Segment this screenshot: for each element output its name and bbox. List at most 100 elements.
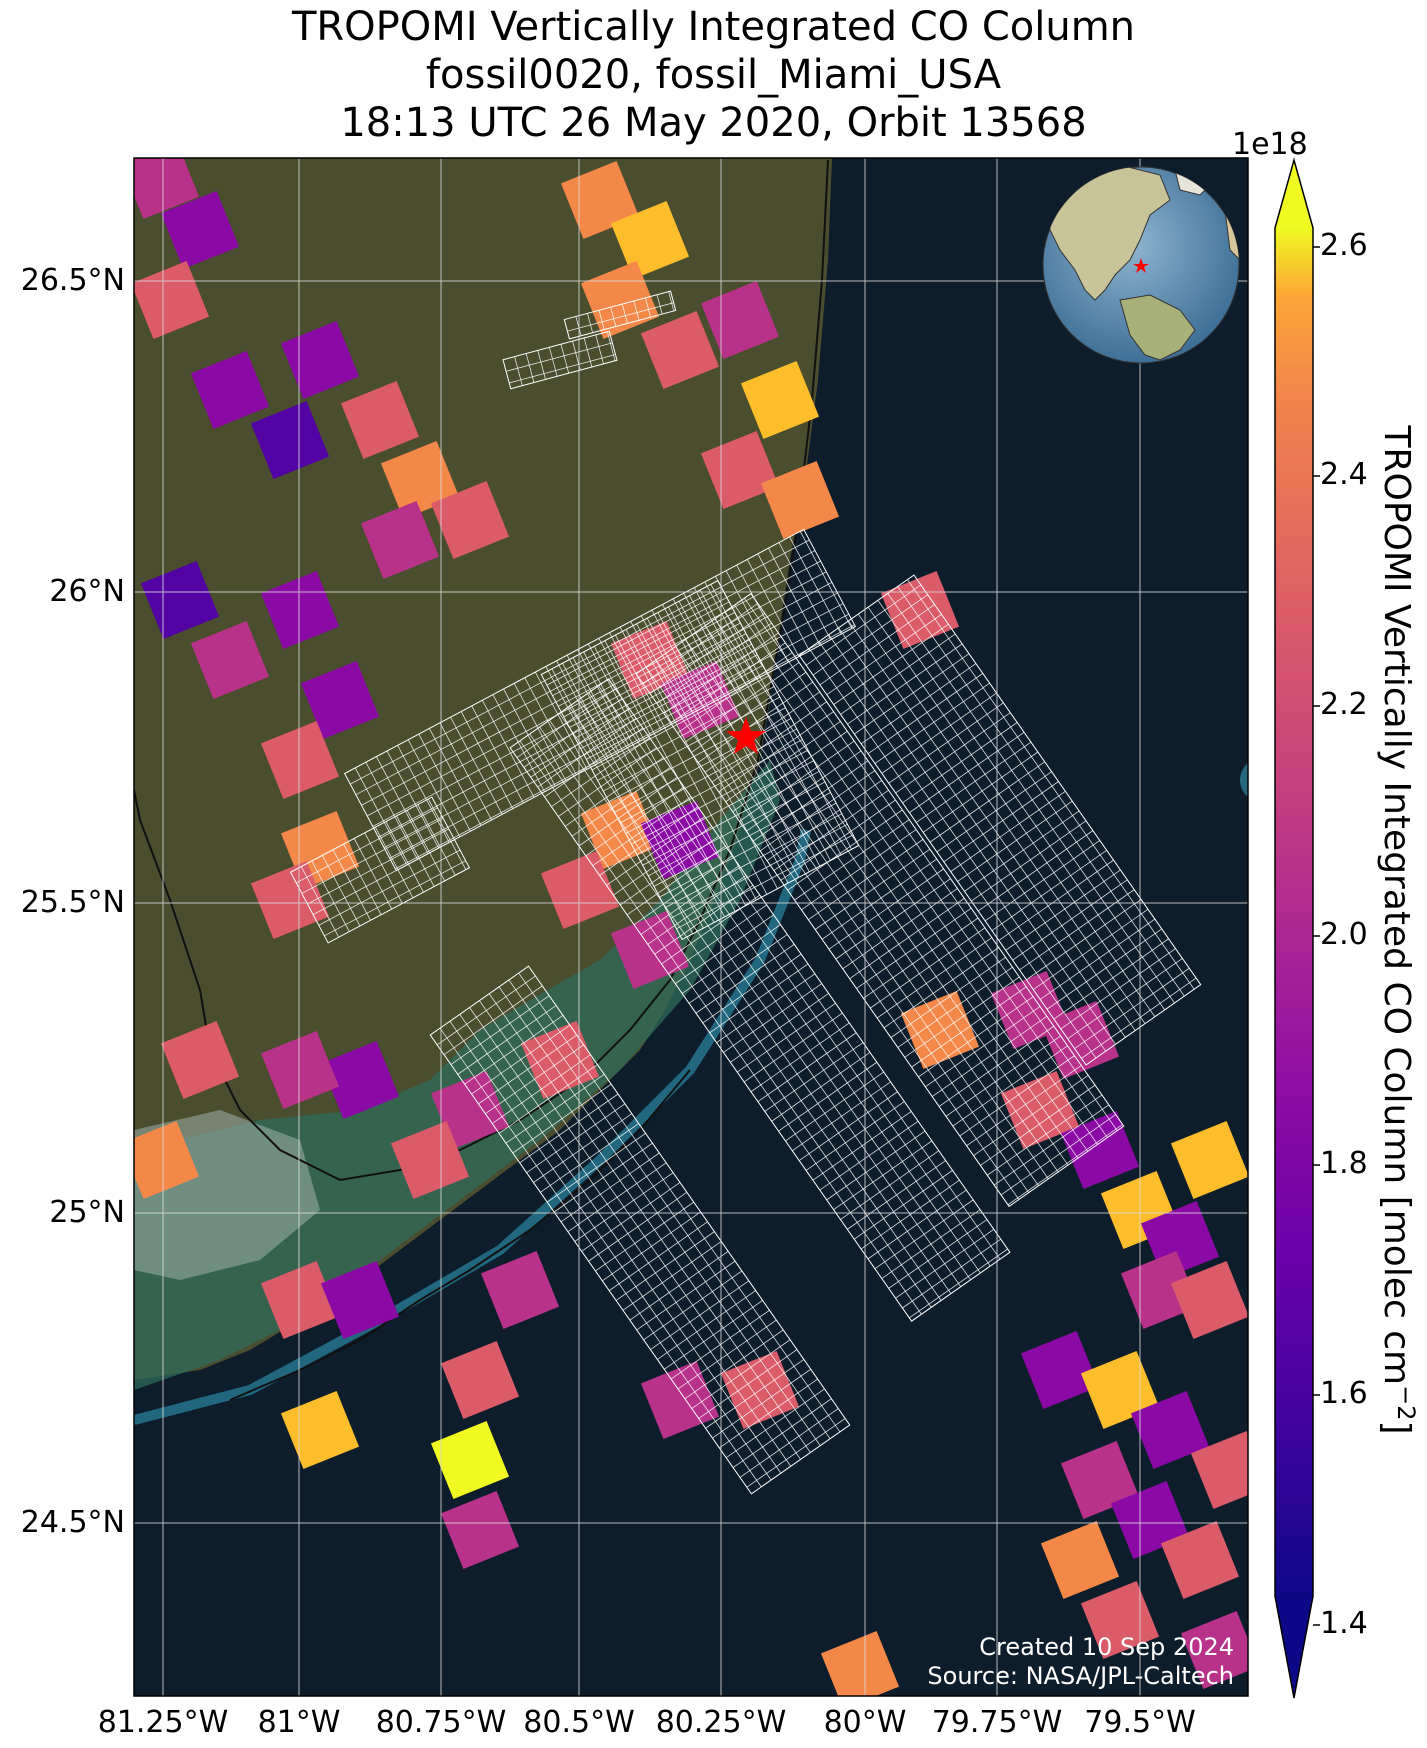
co-pixel xyxy=(134,1120,200,1200)
co-pixel xyxy=(560,160,640,240)
co-pixel xyxy=(134,260,210,340)
co-pixel xyxy=(1180,1610,1248,1690)
colorbar-tick: 1.6 xyxy=(1320,1376,1368,1411)
lat-tick: 26.5°N xyxy=(20,263,125,298)
lon-tick: 81.25°W xyxy=(97,1705,229,1740)
swath-grid xyxy=(798,574,1202,1066)
co-pixel xyxy=(140,560,220,640)
map-frame xyxy=(133,157,1249,1697)
co-pixel xyxy=(260,570,340,650)
co-pixel xyxy=(1060,1110,1140,1190)
co-pixel xyxy=(640,310,720,390)
co-pixel xyxy=(134,158,200,220)
gridlines xyxy=(134,158,1248,1696)
colorbar-exponent: 1e18 xyxy=(1232,127,1308,162)
co-pixel xyxy=(300,660,380,740)
co-pixel xyxy=(190,620,270,700)
co-pixel xyxy=(430,1420,510,1500)
colorbar-label: TROPOMI Vertically Integrated CO Column … xyxy=(1376,425,1420,1434)
co-pixel xyxy=(1040,1520,1120,1600)
swath-grid xyxy=(289,796,471,944)
co-pixel xyxy=(1170,1260,1248,1340)
co-pixel xyxy=(280,1390,360,1470)
co-pixel xyxy=(1060,1440,1140,1520)
colorbar-tick: 2.4 xyxy=(1320,457,1368,492)
lon-tick: 79.75°W xyxy=(931,1705,1063,1740)
colorbar-tick: 2.2 xyxy=(1320,687,1368,722)
lat-tick: 25.5°N xyxy=(20,885,125,920)
lon-tick: 79.5°W xyxy=(1084,1705,1196,1740)
co-pixel xyxy=(520,1020,600,1100)
colorbar-tick: 2.0 xyxy=(1320,917,1368,952)
co-pixel xyxy=(1170,1120,1248,1200)
colorbar-label-text: TROPOMI Vertically Integrated CO Column … xyxy=(1376,425,1417,1386)
globe-south-america xyxy=(1119,294,1196,361)
co-pixel xyxy=(610,200,690,280)
keys-coastline xyxy=(229,1069,691,1401)
title-line-3: 18:13 UTC 26 May 2020, Orbit 13568 xyxy=(340,100,1087,146)
co-pixel xyxy=(740,360,820,440)
co-pixel xyxy=(440,1340,520,1420)
co-pixel xyxy=(1110,1480,1190,1560)
target-star-marker xyxy=(726,717,766,754)
colorbar xyxy=(1274,157,1320,1699)
title-line-1: TROPOMI Vertically Integrated CO Column xyxy=(291,4,1136,50)
co-pixel xyxy=(260,720,340,800)
swath-grid xyxy=(540,579,860,941)
co-pixel xyxy=(1020,1330,1100,1410)
co-pixel xyxy=(380,440,460,520)
co-pixel xyxy=(250,400,330,480)
bahamas-edge xyxy=(1240,763,1248,797)
co-pixel xyxy=(1160,1520,1240,1600)
co-pixel xyxy=(320,1260,400,1340)
swath-grid xyxy=(502,330,618,390)
lat-tick: 26°N xyxy=(49,574,125,609)
lon-tick: 80.5°W xyxy=(523,1705,635,1740)
co-pixel xyxy=(480,1250,560,1330)
co-pixel xyxy=(700,280,780,360)
co-pixel xyxy=(260,1260,340,1340)
colorbar-label-exponent: −2 xyxy=(1392,1385,1420,1421)
colorbar-tick: 1.8 xyxy=(1320,1146,1368,1181)
lon-tick: 80.75°W xyxy=(375,1705,507,1740)
co-pixel xyxy=(340,380,420,460)
co-pixel xyxy=(1040,1000,1120,1080)
colorbar-tick: 2.6 xyxy=(1320,228,1368,263)
lon-tick: 81°W xyxy=(257,1705,341,1740)
globe-north-america xyxy=(1049,167,1171,301)
swath-grid xyxy=(509,678,1011,1322)
swath-grid xyxy=(429,965,851,1495)
co-pixel xyxy=(760,460,840,540)
co-pixel xyxy=(540,850,620,930)
colorbar-label-end: ] xyxy=(1376,1420,1417,1435)
title-line-2: fossil0020, fossil_Miami_USA xyxy=(425,52,1002,98)
globe-star-icon xyxy=(1133,258,1149,273)
swath-grid xyxy=(635,592,1125,1208)
lon-tick: 80°W xyxy=(823,1705,907,1740)
co-pixel xyxy=(430,1070,510,1150)
co-pixel xyxy=(190,350,270,430)
co-pixel xyxy=(160,190,240,270)
invalid-swath-grids xyxy=(289,290,1202,1495)
florida-bay-shallows xyxy=(134,760,780,1390)
co-pixel xyxy=(320,1040,400,1120)
swath-grid xyxy=(563,290,677,340)
co-pixel xyxy=(430,480,510,560)
co-pixel xyxy=(1130,1390,1210,1470)
co-pixel xyxy=(580,260,660,340)
co-pixel xyxy=(700,430,780,510)
lat-tick: 24.5°N xyxy=(20,1505,125,1540)
lon-tick: 80.25°W xyxy=(655,1705,787,1740)
co-pixel xyxy=(390,1120,470,1200)
co-pixel xyxy=(260,1030,340,1110)
co-pixel xyxy=(280,320,360,400)
keys-reef-edge xyxy=(134,829,811,1425)
credit-created: Created 10 Sep 2024 xyxy=(979,1633,1234,1661)
co-pixel xyxy=(820,1630,900,1696)
colorbar-tick: 1.4 xyxy=(1320,1606,1368,1641)
lat-tick: 25°N xyxy=(49,1195,125,1230)
co-pixel xyxy=(360,500,440,580)
locator-globe xyxy=(1042,166,1240,364)
co-pixel xyxy=(250,860,330,940)
